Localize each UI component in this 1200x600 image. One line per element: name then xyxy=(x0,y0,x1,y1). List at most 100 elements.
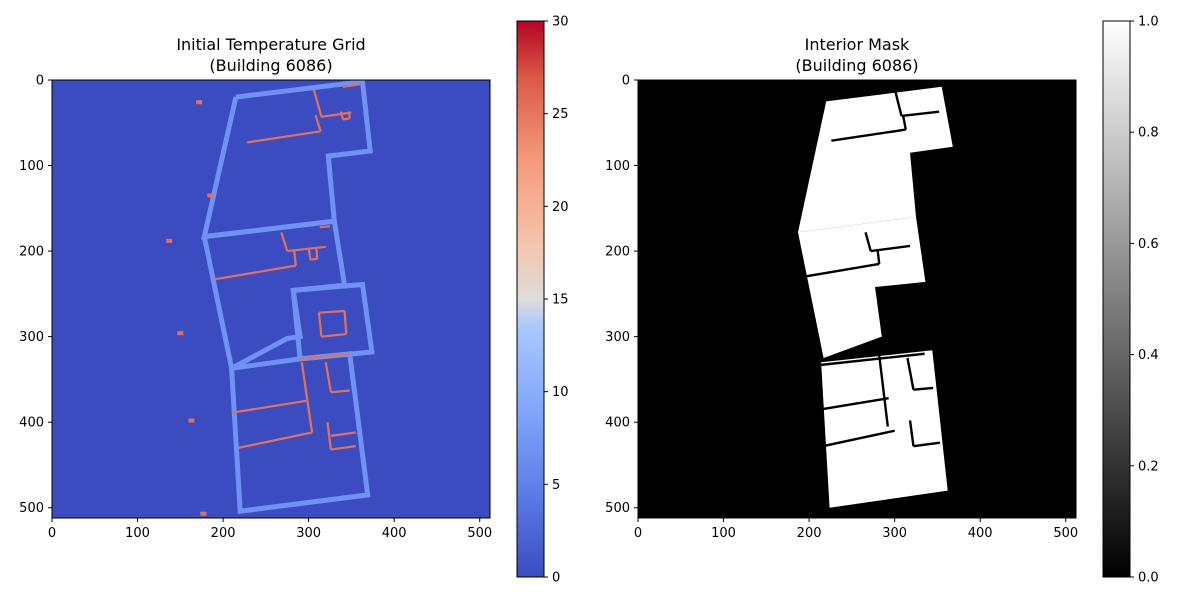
mask-colorbar-tick-label: 0.4 xyxy=(1138,348,1159,363)
interior-wall xyxy=(342,117,350,121)
temperature-colorbar-tick-label: 5 xyxy=(552,478,560,493)
interior-wall xyxy=(326,422,332,450)
temperature-plot-frame xyxy=(51,79,491,519)
mask-title-line1: Interior Mask xyxy=(805,35,910,54)
interior-wall xyxy=(231,399,307,414)
interior-edge xyxy=(822,429,895,448)
temperature-colorbar-ticks: 0 5 10 15 20 25 30 xyxy=(544,15,569,586)
interior-wall xyxy=(342,83,361,88)
interior-region xyxy=(798,86,953,233)
mask-colorbar-tick-label: 0.6 xyxy=(1138,237,1159,252)
interior-wall xyxy=(299,352,350,360)
temperature-xtick-label: 0 xyxy=(48,526,56,541)
mask-ytick-label: 300 xyxy=(605,330,630,345)
interior-wall xyxy=(321,332,347,338)
temperature-xtick-label: 500 xyxy=(467,526,492,541)
temperature-ytick-label: 400 xyxy=(19,416,44,431)
interior-wall xyxy=(319,225,331,229)
temperature-xtick-label: 200 xyxy=(211,526,236,541)
interior-wall xyxy=(324,362,332,393)
interior-region xyxy=(821,350,948,508)
temperature-ytick-label: 500 xyxy=(19,501,44,516)
temperature-heatmap xyxy=(52,80,490,518)
interior-wall xyxy=(315,247,319,259)
mask-colorbar-tick-label: 0.2 xyxy=(1138,459,1159,474)
temperature-ytick-label: 300 xyxy=(19,330,44,345)
temperature-xtick-label: 100 xyxy=(125,526,150,541)
interior-wall xyxy=(246,130,321,144)
interior-wall xyxy=(343,310,348,335)
interior-edge xyxy=(878,355,889,427)
interior-edge xyxy=(913,386,934,391)
temperature-colorbar-tick-label: 30 xyxy=(552,15,569,30)
temperature-colorbar-tick-label: 10 xyxy=(552,385,569,400)
mask-ytick-label: 0 xyxy=(622,74,630,89)
interior-edge xyxy=(901,110,940,118)
interior-edge xyxy=(815,397,889,412)
temperature-panel: Initial Temperature Grid (Building 6086)… xyxy=(19,15,568,586)
mask-xtick-label: 500 xyxy=(1053,526,1078,541)
isolated-mark xyxy=(166,238,173,243)
interior-wall xyxy=(347,111,351,119)
temperature-background xyxy=(52,80,490,518)
mask-colorbar-tick-label: 1.0 xyxy=(1138,15,1159,30)
interior-wall xyxy=(300,362,314,433)
temperature-colorbar-tick-label: 15 xyxy=(552,293,569,308)
temperature-title-line1: Initial Temperature Grid xyxy=(176,35,365,54)
mask-title-line2: (Building 6086) xyxy=(795,56,918,75)
mask-plot-frame xyxy=(637,79,1077,519)
mask-ytick-label: 200 xyxy=(605,245,630,260)
mask-ytick-label: 500 xyxy=(605,501,630,516)
temperature-ytick-label: 0 xyxy=(36,74,44,89)
interior-wall xyxy=(307,247,312,260)
temperature-ytick-label: 100 xyxy=(19,159,44,174)
interior-wall xyxy=(317,312,323,337)
mask-colorbar xyxy=(1102,20,1131,578)
isolated-mark xyxy=(200,511,207,516)
temperature-colorbar xyxy=(516,20,545,578)
interior-wall xyxy=(310,257,318,261)
interior-edge xyxy=(798,262,880,279)
mask-xtick-label: 300 xyxy=(882,526,907,541)
isolated-mark xyxy=(196,100,203,105)
interior-wall xyxy=(330,389,350,394)
mask-axes: 0 100 200 300 400 500 0 100 200 300 400 500 xyxy=(605,74,1078,542)
temperature-xtick-label: 400 xyxy=(382,526,407,541)
mask-xtick-label: 400 xyxy=(968,526,993,541)
interior-wall xyxy=(330,431,356,437)
interior-edge xyxy=(893,88,903,117)
interior-wall xyxy=(321,111,352,118)
interior-wall xyxy=(280,231,289,252)
outer-wall xyxy=(290,281,375,362)
mask-xtick-label: 0 xyxy=(634,526,642,541)
interior-wall xyxy=(312,89,323,118)
temperature-xtick-label: 300 xyxy=(296,526,321,541)
interior-wall xyxy=(293,249,297,266)
mask-ytick-label: 100 xyxy=(605,159,630,174)
interior-region xyxy=(798,216,926,358)
interior-edge xyxy=(876,249,881,265)
interior-edge xyxy=(864,231,872,252)
interior-wall xyxy=(314,114,322,132)
mask-panel: Interior Mask (Building 6086) 0 100 200 300… xyxy=(605,15,1159,586)
temperature-colorbar-tick-label: 0 xyxy=(552,571,560,586)
isolated-mark xyxy=(188,418,195,423)
isolated-mark xyxy=(207,193,214,198)
interior-wall xyxy=(340,111,344,120)
interior-edge xyxy=(913,441,941,448)
interior-wall xyxy=(318,309,345,314)
interior-wall xyxy=(330,445,356,451)
interior-edge xyxy=(831,128,906,142)
isolated-mark xyxy=(177,331,184,336)
interior-wall xyxy=(214,264,296,281)
outer-wall xyxy=(229,351,371,515)
temperature-colorbar-tick-label: 25 xyxy=(552,107,569,122)
mask-colorbar-tick-label: 0.8 xyxy=(1138,126,1159,141)
interior-edge xyxy=(902,115,907,130)
mask-heatmap xyxy=(638,80,1076,518)
mask-ytick-label: 400 xyxy=(605,416,630,431)
interior-edge xyxy=(906,357,915,390)
mask-xtick-label: 100 xyxy=(711,526,736,541)
mask-xtick-label: 200 xyxy=(797,526,822,541)
